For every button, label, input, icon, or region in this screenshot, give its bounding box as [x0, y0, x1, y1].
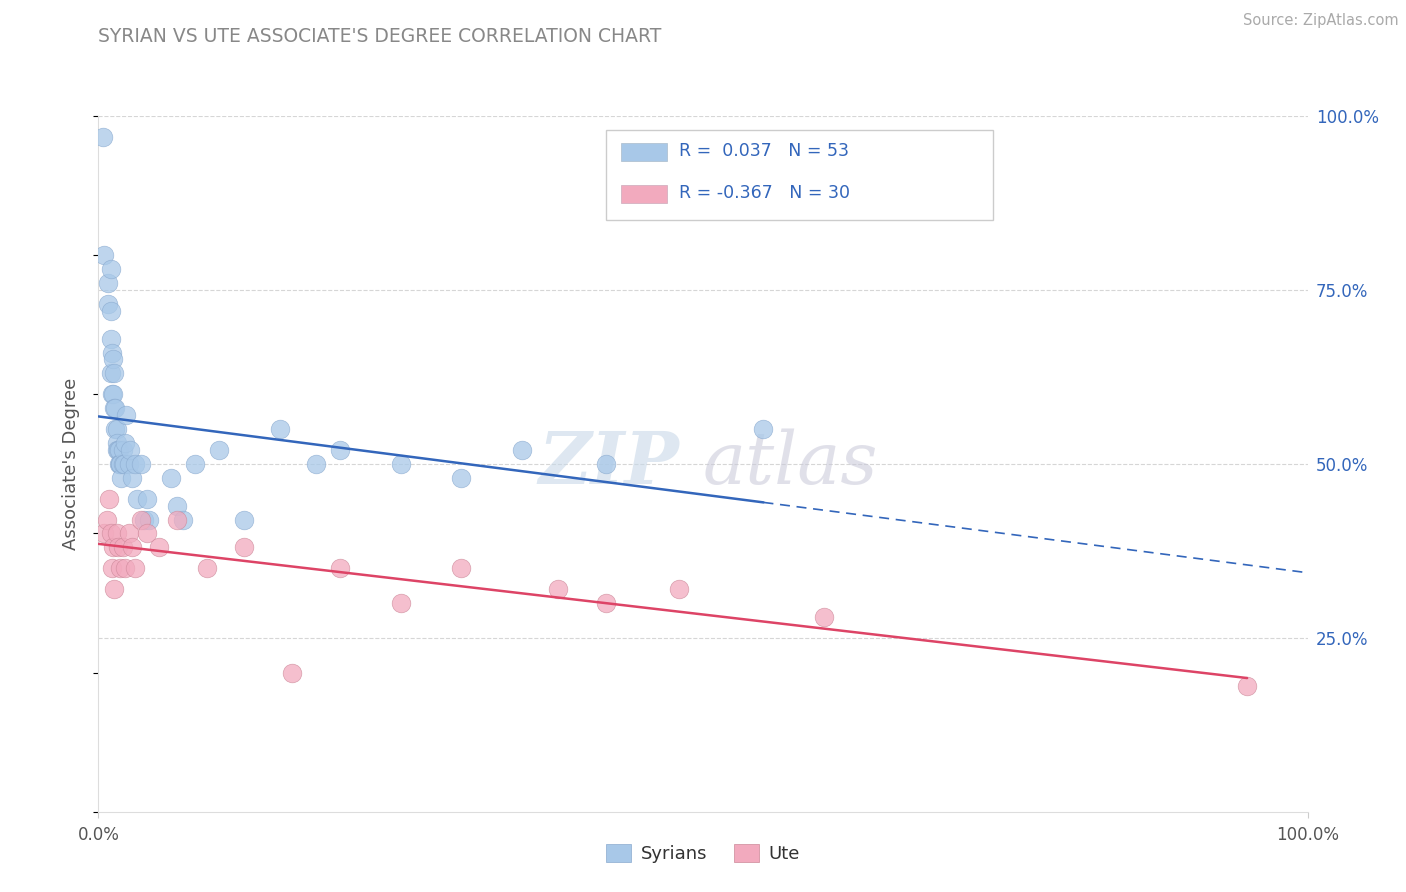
- Point: [124, 561, 146, 575]
- Point: [124, 457, 146, 471]
- Point: [208, 442, 231, 457]
- Point: [510, 442, 533, 457]
- Point: [450, 471, 472, 485]
- Point: [329, 561, 352, 575]
- Point: [135, 491, 157, 506]
- Point: [108, 457, 131, 471]
- Point: [103, 582, 125, 596]
- Point: [148, 541, 170, 555]
- Point: [103, 401, 125, 416]
- Point: [114, 436, 136, 450]
- Point: [101, 387, 124, 401]
- Point: [114, 561, 136, 575]
- Point: [232, 541, 254, 555]
- Point: [129, 512, 152, 526]
- Point: [101, 352, 124, 367]
- Point: [118, 457, 141, 471]
- Point: [172, 512, 194, 526]
- Point: [547, 582, 569, 596]
- Point: [100, 526, 122, 541]
- Point: [121, 541, 143, 555]
- Point: [100, 303, 122, 318]
- Point: [389, 457, 412, 471]
- Point: [100, 332, 122, 346]
- Point: [752, 422, 775, 436]
- Point: [281, 665, 304, 680]
- Bar: [621, 185, 666, 203]
- Point: [105, 526, 128, 541]
- Point: [97, 297, 120, 311]
- Point: [105, 436, 128, 450]
- Legend: Syrians, Ute: Syrians, Ute: [598, 836, 808, 872]
- Point: [166, 499, 188, 513]
- Point: [184, 457, 207, 471]
- Text: R = -0.367   N = 30: R = -0.367 N = 30: [679, 184, 849, 202]
- Point: [100, 561, 122, 575]
- Point: [129, 457, 152, 471]
- Point: [111, 541, 134, 555]
- Point: [595, 457, 617, 471]
- Point: [96, 512, 118, 526]
- Text: SYRIAN VS UTE ASSOCIATE'S DEGREE CORRELATION CHART: SYRIAN VS UTE ASSOCIATE'S DEGREE CORRELA…: [98, 27, 662, 45]
- Point: [134, 512, 156, 526]
- Point: [108, 442, 131, 457]
- Point: [107, 541, 129, 555]
- Point: [118, 442, 141, 457]
- Point: [100, 262, 122, 277]
- Point: [104, 401, 127, 416]
- Point: [450, 561, 472, 575]
- Point: [97, 276, 120, 290]
- Point: [93, 526, 115, 541]
- Point: [138, 512, 160, 526]
- Point: [127, 491, 149, 506]
- Point: [105, 422, 128, 436]
- Point: [108, 457, 131, 471]
- Point: [329, 442, 352, 457]
- Text: ZIP: ZIP: [538, 428, 679, 500]
- Point: [232, 512, 254, 526]
- Text: atlas: atlas: [703, 428, 879, 500]
- Point: [115, 408, 138, 422]
- Point: [110, 471, 132, 485]
- Point: [104, 422, 127, 436]
- Point: [93, 248, 115, 262]
- Point: [112, 457, 135, 471]
- Point: [108, 457, 131, 471]
- Point: [305, 457, 328, 471]
- Point: [1236, 680, 1258, 694]
- Point: [195, 561, 218, 575]
- Point: [121, 471, 143, 485]
- Point: [91, 129, 114, 144]
- Y-axis label: Associate's Degree: Associate's Degree: [62, 377, 80, 550]
- Point: [111, 457, 134, 471]
- Point: [108, 561, 131, 575]
- Point: [389, 596, 412, 610]
- FancyBboxPatch shape: [606, 130, 993, 220]
- Point: [103, 367, 125, 381]
- Point: [101, 541, 124, 555]
- Point: [166, 512, 188, 526]
- Point: [118, 526, 141, 541]
- Point: [135, 526, 157, 541]
- Point: [269, 422, 291, 436]
- Point: [100, 387, 122, 401]
- Point: [105, 442, 128, 457]
- Point: [595, 596, 617, 610]
- Text: Source: ZipAtlas.com: Source: ZipAtlas.com: [1243, 13, 1399, 29]
- Bar: [621, 143, 666, 161]
- Point: [668, 582, 690, 596]
- Point: [98, 491, 121, 506]
- Point: [107, 442, 129, 457]
- Point: [813, 610, 835, 624]
- Text: R =  0.037   N = 53: R = 0.037 N = 53: [679, 143, 849, 161]
- Point: [100, 345, 122, 359]
- Point: [100, 367, 122, 381]
- Point: [160, 471, 183, 485]
- Point: [111, 442, 134, 457]
